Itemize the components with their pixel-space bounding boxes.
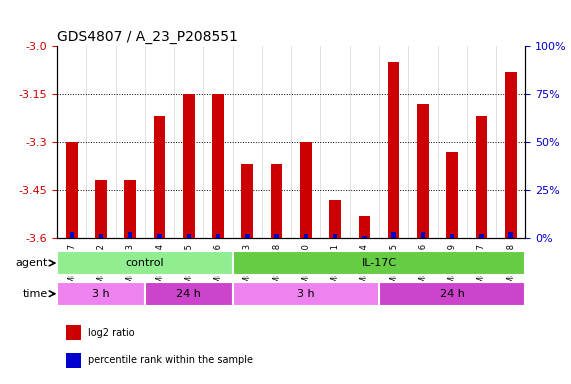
Bar — [212, 94, 224, 238]
Bar — [450, 234, 455, 238]
Text: control: control — [126, 258, 164, 268]
FancyBboxPatch shape — [233, 252, 525, 275]
FancyBboxPatch shape — [57, 252, 233, 275]
Text: GDS4807 / A_23_P208551: GDS4807 / A_23_P208551 — [57, 30, 238, 44]
Bar — [66, 353, 81, 368]
Bar — [124, 180, 136, 238]
Bar — [359, 216, 370, 238]
Text: 3 h: 3 h — [297, 289, 315, 299]
Text: 3 h: 3 h — [92, 289, 110, 299]
Bar — [447, 152, 458, 238]
Text: percentile rank within the sample: percentile rank within the sample — [87, 356, 252, 366]
Bar — [421, 232, 425, 238]
Bar — [333, 234, 337, 238]
Text: 24 h: 24 h — [440, 289, 465, 299]
Bar — [505, 72, 517, 238]
Bar — [300, 142, 312, 238]
Bar — [392, 232, 396, 238]
Bar — [183, 94, 195, 238]
Bar — [479, 234, 484, 238]
Bar — [216, 234, 220, 238]
Bar — [158, 234, 162, 238]
Text: time: time — [22, 289, 48, 299]
Bar — [242, 164, 253, 238]
Bar — [362, 236, 367, 238]
Text: log2 ratio: log2 ratio — [87, 328, 134, 338]
Bar — [187, 234, 191, 238]
Bar — [154, 116, 166, 238]
FancyBboxPatch shape — [379, 282, 525, 306]
Bar — [271, 164, 283, 238]
Bar — [509, 232, 513, 238]
Bar — [476, 116, 487, 238]
Bar — [417, 104, 429, 238]
Bar — [95, 180, 107, 238]
Text: agent: agent — [15, 258, 48, 268]
Bar — [70, 232, 74, 238]
Bar — [304, 234, 308, 238]
Bar — [245, 234, 250, 238]
Bar — [99, 234, 103, 238]
Bar — [388, 62, 400, 238]
Bar — [128, 232, 132, 238]
Bar — [329, 200, 341, 238]
Text: 24 h: 24 h — [176, 289, 201, 299]
FancyBboxPatch shape — [57, 282, 145, 306]
Bar — [66, 325, 81, 340]
Bar — [275, 234, 279, 238]
FancyBboxPatch shape — [145, 282, 233, 306]
Bar — [66, 142, 78, 238]
Text: IL-17C: IL-17C — [361, 258, 397, 268]
FancyBboxPatch shape — [233, 282, 379, 306]
